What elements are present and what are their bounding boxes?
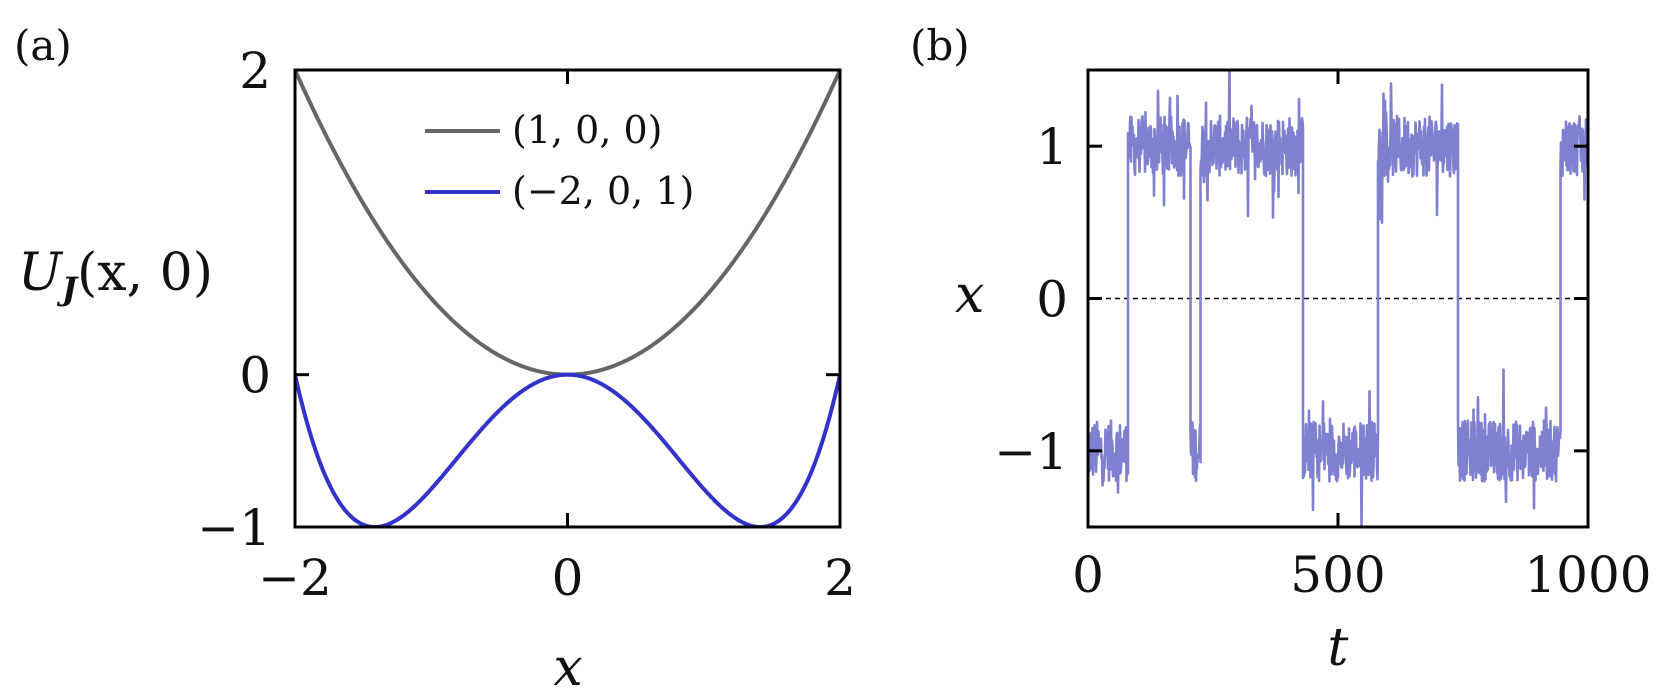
series-line-2 — [295, 372, 840, 527]
panel-b-plot — [1088, 70, 1588, 527]
panel-a-ylabel-sub: J — [56, 270, 79, 308]
y-tick-label: −1 — [197, 499, 271, 557]
y-tick-label: 0 — [239, 347, 271, 405]
y-tick-label: 0 — [1036, 271, 1068, 329]
x-tick-label: 0 — [1072, 546, 1104, 604]
y-tick-label: 1 — [1036, 118, 1068, 176]
panel-b-xlabel: t — [1328, 618, 1349, 678]
panel-a-label: (a) — [14, 21, 72, 70]
x-tick-label: 1000 — [1524, 546, 1651, 604]
panel-a-ylabel-args: (x, 0) — [77, 243, 213, 303]
panel-a-legend: (1, 0, 0) (−2, 0, 1) — [425, 108, 694, 213]
panel-b: (b) 0 500 1000 −1 0 1 t x — [910, 21, 1652, 678]
x-tick-label: 0 — [552, 549, 584, 607]
panel-a: (a) −2 0 2 −1 0 2 x UJ(x, 0) (1, 0, 0) (−2, 0… — [14, 21, 856, 698]
panel-a-ylabel: UJ(x, 0) — [18, 243, 213, 308]
panel-a-plot — [295, 70, 840, 527]
panel-a-ylabel-main: U — [18, 243, 64, 303]
legend-label-series-1: (1, 0, 0) — [512, 108, 663, 152]
x-tick-label: 2 — [824, 549, 856, 607]
panel-b-ylabel: x — [955, 265, 984, 325]
panel-b-label: (b) — [910, 21, 970, 70]
panel-b-ticks: 0 500 1000 −1 0 1 — [994, 70, 1652, 604]
legend-label-series-2: (−2, 0, 1) — [512, 169, 694, 213]
y-tick-label: −1 — [994, 423, 1068, 481]
x-tick-label: −2 — [258, 549, 332, 607]
trajectory-line — [1088, 70, 1588, 527]
panel-a-ticks: −2 0 2 −1 0 2 — [197, 42, 856, 607]
x-tick-label: 500 — [1290, 546, 1385, 604]
panel-a-xlabel: x — [553, 638, 582, 698]
y-tick-label: 2 — [239, 42, 271, 100]
